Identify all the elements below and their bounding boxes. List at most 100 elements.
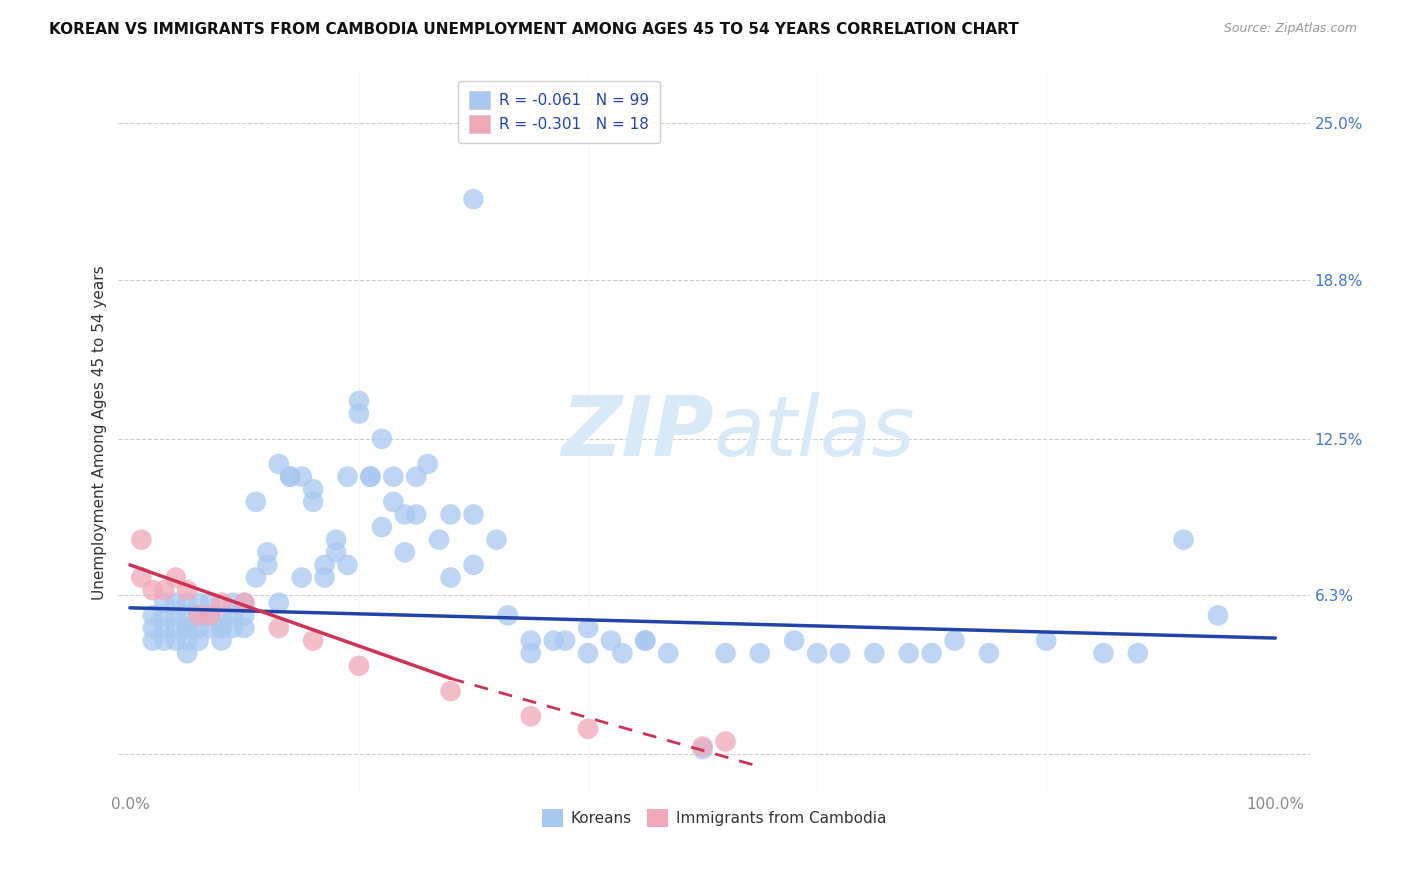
Point	[267, 621, 290, 635]
Point	[302, 495, 325, 509]
Point	[382, 495, 405, 509]
Point	[692, 739, 714, 754]
Point	[1092, 646, 1115, 660]
Point	[291, 570, 314, 584]
Point	[977, 646, 1000, 660]
Point	[176, 646, 198, 660]
Point	[359, 469, 381, 483]
Point	[359, 469, 381, 483]
Point	[187, 633, 209, 648]
Point	[325, 545, 347, 559]
Point	[748, 646, 770, 660]
Point	[211, 621, 233, 635]
Point	[131, 570, 153, 584]
Point	[463, 558, 485, 572]
Point	[806, 646, 828, 660]
Point	[463, 192, 485, 206]
Point	[291, 469, 314, 483]
Point	[394, 545, 416, 559]
Point	[554, 633, 576, 648]
Point	[692, 742, 714, 756]
Point	[347, 407, 370, 421]
Point	[314, 570, 336, 584]
Point	[439, 684, 461, 698]
Point	[176, 633, 198, 648]
Point	[245, 570, 267, 584]
Point	[634, 633, 657, 648]
Point	[233, 596, 256, 610]
Point	[233, 621, 256, 635]
Point	[267, 596, 290, 610]
Point	[198, 621, 221, 635]
Point	[278, 469, 301, 483]
Point	[600, 633, 623, 648]
Point	[233, 596, 256, 610]
Point	[405, 469, 427, 483]
Point	[302, 633, 325, 648]
Point	[371, 432, 394, 446]
Point	[176, 608, 198, 623]
Point	[278, 469, 301, 483]
Point	[439, 570, 461, 584]
Point	[233, 608, 256, 623]
Point	[165, 633, 187, 648]
Point	[657, 646, 679, 660]
Point	[394, 508, 416, 522]
Point	[165, 621, 187, 635]
Point	[714, 646, 737, 660]
Point	[576, 621, 599, 635]
Point	[336, 558, 359, 572]
Point	[612, 646, 634, 660]
Point	[714, 734, 737, 748]
Point	[463, 508, 485, 522]
Point	[198, 608, 221, 623]
Point	[211, 633, 233, 648]
Point	[256, 545, 278, 559]
Point	[176, 583, 198, 598]
Point	[943, 633, 966, 648]
Point	[1173, 533, 1195, 547]
Point	[382, 469, 405, 483]
Point	[198, 596, 221, 610]
Point	[520, 633, 543, 648]
Point	[634, 633, 657, 648]
Point	[187, 621, 209, 635]
Point	[176, 621, 198, 635]
Y-axis label: Unemployment Among Ages 45 to 54 years: Unemployment Among Ages 45 to 54 years	[93, 265, 107, 599]
Point	[921, 646, 943, 660]
Point	[153, 621, 176, 635]
Point	[267, 457, 290, 471]
Point	[187, 608, 209, 623]
Point	[336, 469, 359, 483]
Text: atlas: atlas	[714, 392, 915, 473]
Point	[187, 596, 209, 610]
Point	[1206, 608, 1229, 623]
Point	[176, 621, 198, 635]
Point	[416, 457, 439, 471]
Point	[543, 633, 565, 648]
Point	[863, 646, 886, 660]
Legend: Koreans, Immigrants from Cambodia: Koreans, Immigrants from Cambodia	[534, 802, 894, 835]
Point	[828, 646, 851, 660]
Point	[314, 558, 336, 572]
Point	[405, 508, 427, 522]
Point	[576, 722, 599, 736]
Point	[302, 482, 325, 496]
Point	[211, 621, 233, 635]
Point	[176, 596, 198, 610]
Point	[222, 596, 245, 610]
Point	[256, 558, 278, 572]
Point	[165, 570, 187, 584]
Point	[245, 495, 267, 509]
Point	[1035, 633, 1057, 648]
Point	[142, 621, 165, 635]
Point	[153, 583, 176, 598]
Point	[520, 646, 543, 660]
Point	[325, 533, 347, 547]
Point	[783, 633, 806, 648]
Point	[153, 608, 176, 623]
Point	[427, 533, 450, 547]
Point	[211, 596, 233, 610]
Point	[187, 608, 209, 623]
Point	[142, 583, 165, 598]
